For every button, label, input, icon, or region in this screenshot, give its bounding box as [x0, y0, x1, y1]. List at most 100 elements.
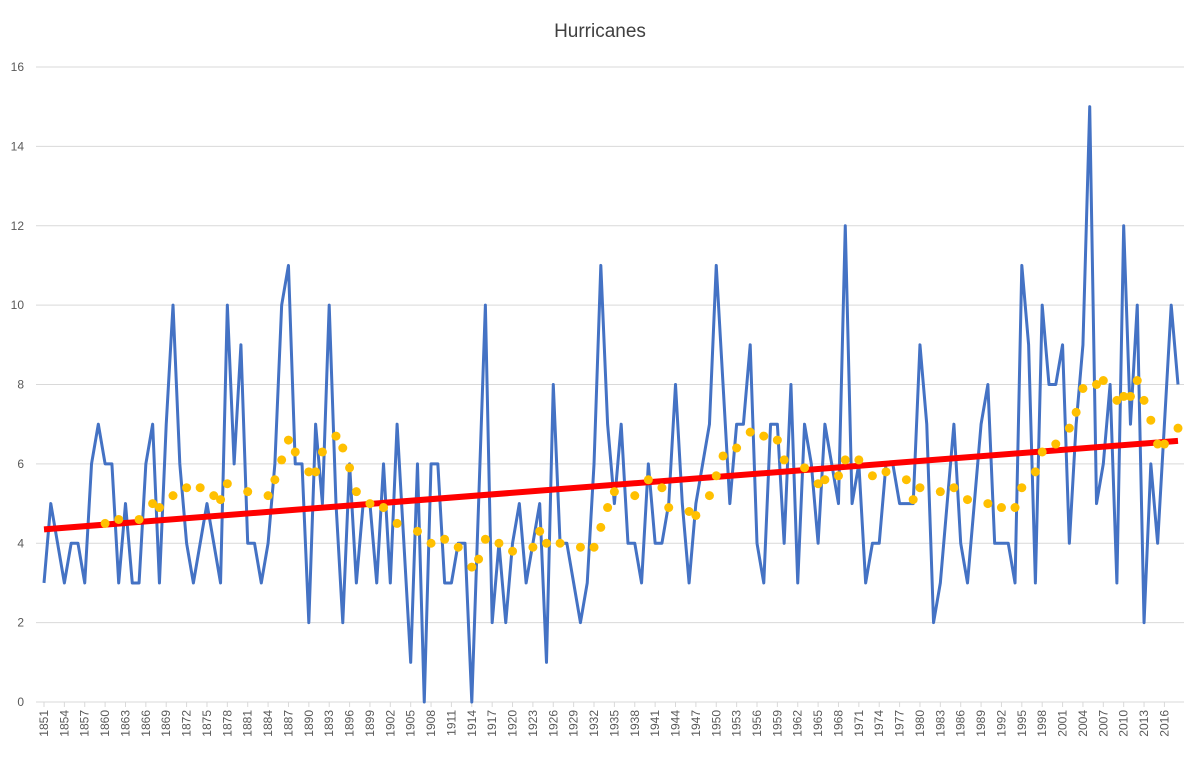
average-dot: [426, 538, 436, 548]
x-tick-label: 1992: [994, 710, 1008, 737]
x-tick-label: 1941: [648, 710, 662, 737]
x-tick-label: 2004: [1076, 710, 1090, 737]
x-tick-label: 1893: [322, 710, 336, 737]
x-tick-label: 1854: [57, 710, 71, 737]
average-dot: [222, 479, 232, 489]
average-dot: [996, 503, 1006, 513]
average-dot: [182, 483, 192, 493]
x-tick-label: 1989: [974, 710, 988, 737]
average-dot: [467, 562, 477, 572]
average-dot: [732, 443, 742, 453]
x-tick-label: 1851: [37, 710, 51, 737]
x-tick-label: 1980: [913, 710, 927, 737]
x-tick-label: 1878: [220, 710, 234, 737]
average-dot: [440, 534, 450, 544]
average-dot: [555, 538, 565, 548]
x-tick-label: 1911: [444, 710, 458, 736]
average-dot: [474, 554, 484, 564]
x-tick-label: 1947: [689, 710, 703, 737]
average-dot: [392, 518, 402, 528]
x-tick-label: 1965: [811, 710, 825, 737]
x-tick-label: 1986: [954, 710, 968, 737]
x-tick-label: 1914: [465, 710, 479, 737]
x-tick-label: 1896: [343, 710, 357, 737]
x-tick-label: 1950: [709, 710, 723, 737]
average-dot: [209, 491, 219, 501]
x-tick-label: 2007: [1096, 710, 1110, 737]
average-dot: [704, 491, 714, 501]
average-dot: [1051, 439, 1061, 449]
average-dot: [603, 503, 613, 513]
average-dot: [508, 546, 518, 556]
average-dot: [908, 495, 918, 505]
x-tick-label: 1998: [1035, 710, 1049, 737]
average-dot: [840, 455, 850, 465]
average-dot: [216, 495, 226, 505]
average-dot: [779, 455, 789, 465]
y-tick-label: 10: [11, 298, 25, 312]
average-dot: [711, 471, 721, 481]
average-dot: [134, 514, 144, 524]
average-dot: [1139, 395, 1149, 405]
average-dot: [114, 514, 124, 524]
average-dot: [881, 467, 891, 477]
average-dot: [1092, 380, 1102, 389]
average-dot: [1112, 395, 1122, 405]
average-dot: [657, 483, 667, 493]
x-tick-label: 1905: [404, 710, 418, 737]
x-tick-label: 1923: [526, 710, 540, 737]
average-dot: [270, 475, 280, 485]
average-dot: [1010, 503, 1020, 513]
average-dot: [168, 491, 178, 501]
x-tick-label: 2016: [1157, 710, 1171, 737]
average-dot: [854, 455, 864, 465]
average-dot: [1146, 415, 1156, 425]
average-dot: [691, 510, 701, 520]
average-dot: [800, 463, 810, 473]
average-dot: [528, 542, 538, 552]
x-tick-label: 1884: [261, 710, 275, 737]
average-dot: [718, 451, 728, 461]
average-dot: [962, 495, 972, 505]
y-tick-label: 6: [17, 457, 24, 471]
x-tick-label: 1860: [98, 710, 112, 737]
average-dot: [541, 538, 551, 548]
average-dot: [1064, 423, 1074, 433]
average-dot: [331, 431, 341, 441]
average-dot: [575, 542, 585, 552]
average-dot: [915, 483, 925, 493]
average-dot: [1078, 383, 1088, 393]
average-dot: [643, 475, 653, 485]
x-tick-label: 1929: [567, 710, 581, 737]
average-dot: [1159, 439, 1169, 449]
average-dot: [949, 483, 959, 493]
average-dot: [1071, 407, 1081, 417]
y-tick-label: 2: [17, 616, 24, 630]
average-dot: [664, 503, 674, 513]
x-tick-label: 1938: [628, 710, 642, 737]
average-dot: [243, 487, 253, 497]
average-dot: [263, 491, 273, 501]
x-tick-label: 1887: [281, 710, 295, 737]
x-tick-label: 1908: [424, 710, 438, 737]
average-dot: [365, 499, 375, 509]
average-dot: [311, 467, 321, 477]
y-tick-label: 12: [11, 219, 25, 233]
x-tick-label: 1890: [302, 710, 316, 737]
y-tick-label: 14: [11, 139, 25, 153]
average-dot: [1132, 376, 1142, 386]
average-dot: [195, 483, 205, 493]
x-tick-label: 1857: [78, 710, 92, 737]
average-dot: [494, 538, 504, 548]
average-dot: [1017, 483, 1027, 493]
average-dot: [772, 435, 782, 445]
average-dot: [983, 499, 993, 509]
x-tick-label: 2010: [1117, 710, 1131, 737]
average-dot: [283, 435, 293, 445]
x-tick-label: 1902: [383, 710, 397, 737]
average-dot: [1173, 423, 1183, 433]
average-dot: [596, 522, 606, 532]
average-dot: [1119, 391, 1129, 401]
average-dot: [351, 487, 361, 497]
